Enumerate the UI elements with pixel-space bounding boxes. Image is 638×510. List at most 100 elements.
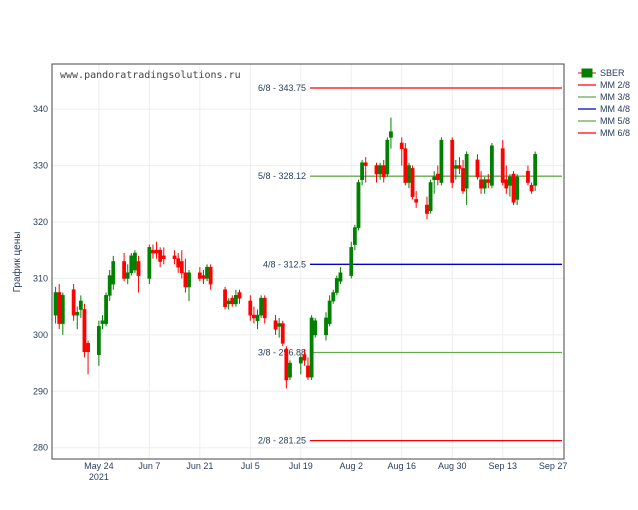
candle [489, 143, 494, 189]
candle-body [187, 272, 191, 288]
y-axis-label: График цены [11, 232, 23, 293]
candle [208, 264, 213, 290]
candle [399, 137, 404, 166]
candle [428, 179, 433, 214]
candle-body [248, 300, 253, 316]
candle-body [233, 295, 238, 305]
candle-body [71, 289, 76, 316]
candle [363, 157, 368, 183]
candle [500, 140, 505, 186]
candle [125, 264, 130, 285]
candle [133, 250, 137, 273]
candle [122, 253, 127, 282]
candle [425, 196, 429, 220]
candle [414, 190, 419, 208]
candle-body [334, 278, 339, 293]
candle [230, 295, 235, 307]
candle-body [129, 255, 134, 274]
candle-body [309, 317, 314, 378]
legend-item[interactable]: MM 6/8 [578, 128, 630, 138]
legend-item[interactable]: MM 3/8 [578, 92, 630, 102]
candle-body [356, 182, 361, 228]
x-tick-label: Aug 16 [387, 461, 416, 471]
legend-item[interactable]: SBER [578, 68, 625, 78]
x-tick-label: Jul 5 [241, 461, 260, 471]
y-tick-label: 300 [33, 330, 48, 340]
level-label: 3/8 - 296.88 [258, 347, 306, 357]
candle [313, 317, 318, 338]
candle [529, 182, 534, 194]
candle [205, 264, 209, 282]
candle [107, 269, 112, 301]
candle [403, 143, 408, 186]
candle [533, 151, 538, 191]
candle-body [226, 300, 231, 305]
candle-body [172, 255, 177, 259]
candle [158, 247, 163, 268]
candle-body [111, 261, 116, 285]
candle-body [389, 131, 393, 138]
legend-item[interactable]: MM 2/8 [578, 80, 630, 90]
candle-body [374, 165, 379, 175]
x-tick-label: Jul 19 [289, 461, 313, 471]
legend-label: MM 3/8 [600, 92, 630, 102]
candle-body [363, 162, 368, 166]
candle [233, 289, 238, 307]
candle-body [479, 179, 483, 189]
candle [511, 171, 516, 206]
candle [147, 244, 152, 285]
candle-body [78, 300, 83, 310]
candle [309, 315, 314, 380]
candle [172, 250, 177, 265]
candle-body [208, 266, 213, 285]
candle [262, 295, 267, 324]
candle-body [338, 272, 343, 282]
x-tick-label: May 24 [84, 461, 114, 471]
candle-body [461, 168, 465, 192]
legend-item[interactable]: MM 5/8 [578, 116, 630, 126]
candle-body [288, 362, 292, 378]
candle-body [360, 162, 364, 180]
candle [161, 247, 166, 265]
candle-body [435, 173, 440, 180]
legend-label: MM 6/8 [600, 128, 630, 138]
candle [136, 255, 141, 293]
candle-body [331, 292, 336, 302]
candle-body [432, 176, 437, 180]
candle-body [486, 179, 491, 183]
candle-body [508, 176, 512, 186]
candle [334, 275, 339, 296]
x-tick-label: Aug 2 [340, 461, 364, 471]
candle-body [515, 176, 520, 200]
candle [381, 159, 386, 183]
legend-item[interactable]: MM 4/8 [578, 104, 630, 114]
candle-body [82, 309, 87, 353]
candle-body [154, 249, 159, 254]
candle [226, 298, 231, 310]
candle [352, 224, 357, 251]
candle-body [60, 295, 65, 324]
candle [439, 137, 444, 186]
candle [475, 154, 480, 180]
candle [389, 117, 393, 149]
candle [277, 317, 282, 338]
legend[interactable]: SBER MM 2/8 MM 3/8 MM 4/8 MM 5/8 MM 6/8 [578, 68, 630, 138]
y-tick-label: 320 [33, 217, 48, 227]
candle [457, 157, 462, 175]
legend-label: SBER [600, 68, 625, 78]
candle [324, 312, 328, 341]
watermark: www.pandoratradingsolutions.ru [60, 70, 241, 81]
candle-body [259, 297, 264, 316]
level-label: 5/8 - 328.12 [258, 171, 306, 181]
y-tick-label: 310 [33, 273, 48, 283]
candle [154, 241, 159, 259]
candle-body [96, 326, 101, 355]
candle [331, 289, 336, 304]
x-tick-label: Aug 30 [438, 461, 467, 471]
candle [482, 176, 487, 194]
candle-body [349, 247, 354, 276]
candle-body [230, 297, 235, 305]
candle-body [151, 249, 155, 254]
candle [71, 284, 76, 321]
candle [479, 171, 483, 194]
